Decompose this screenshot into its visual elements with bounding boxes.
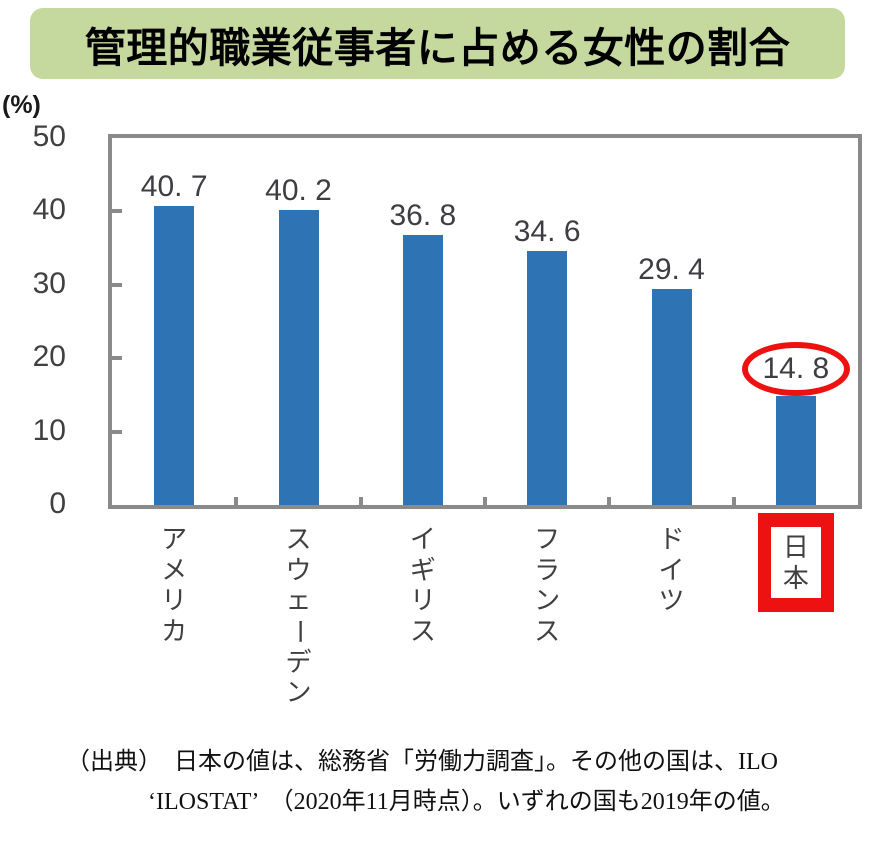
x-axis-label-イギリス: イギリス [410,524,436,647]
x-axis-tick [607,497,612,505]
x-axis-label-char: ア [161,524,188,554]
x-axis-label-char: ギ [409,554,436,585]
x-axis-label-char: カ [161,616,188,647]
bar-日本 [775,396,816,505]
bar-ドイツ [651,289,692,505]
x-axis-tick [731,497,736,505]
bar-value-label: 36. 8 [389,198,457,232]
y-axis-tick-label: 30 [32,266,66,300]
highlight-circle [741,342,850,397]
bar-イギリス [402,234,443,505]
x-axis-label-char: デ [285,646,312,677]
y-axis-tick-label: 40 [32,193,66,227]
bar-value-label: 40. 7 [140,170,208,204]
x-axis-label-char: ー [283,618,314,645]
x-axis-label-char: リ [409,585,436,616]
source-note: （出典） 日本の値は、総務省「労働力調査」。その他の国は、ILO ‘ILOSTA… [66,742,785,822]
highlight-box-日本: 日本 [757,513,834,613]
x-axis-label-フランス: フランス [534,524,560,647]
y-axis-tick-label: 20 [32,340,66,374]
x-axis-label-char: ス [285,524,312,554]
y-axis-tick-label: 0 [49,487,66,520]
x-axis-label-char: ド [658,524,685,554]
x-axis-label-char: ツ [658,585,685,616]
x-axis-label-char: リ [161,585,188,616]
x-axis-label-char: イ [658,554,685,585]
x-axis-label-日本: 日本 [770,527,821,599]
x-axis-label-ドイツ: ドイツ [658,524,684,616]
bar-スウェーデン [278,209,319,505]
bar-value-label: 40. 2 [265,173,332,207]
y-axis-tick [112,429,122,434]
x-axis-tick [483,497,487,505]
y-axis-tick-label: 10 [32,413,66,447]
x-axis-label-スウェーデン: スウェーデン [283,524,314,708]
y-axis-tick [112,282,122,287]
x-axis-label-char: 本 [782,562,809,593]
page-title: 管理的職業従事者に占める女性の割合 [84,24,791,71]
x-axis-label-char: ラ [534,554,561,585]
x-axis-label-アメリカ: アメリカ [161,524,187,647]
x-axis-label-char: ス [534,616,561,647]
source-note-line-1: （出典） 日本の値は、総務省「労働力調査」。その他の国は、ILO [66,749,778,775]
chart-plot-area: 40. 7 40. 2 36. 8 34. 6 29. 4 14. 8 [108,134,862,509]
x-axis-tick [234,497,239,505]
x-axis-label-char: ン [534,585,561,616]
y-axis-tick [112,209,122,214]
bar-フランス [527,251,568,505]
y-axis-tick [112,356,122,361]
x-axis-label-char: ウ [285,554,312,585]
x-axis-tick [358,497,363,505]
x-axis-label-char: 日 [782,532,809,562]
bar-value-label: 34. 6 [513,215,581,249]
source-note-line-2: ‘ILOSTAT’ （2020年11月時点）。いずれの国も2019年の値。 [148,789,785,815]
x-axis-label-char: イ [409,524,436,554]
title-banner: 管理的職業従事者に占める女性の割合 [30,8,845,79]
x-axis-label-char: ェ [285,585,312,616]
x-axis-label-char: ン [285,677,312,708]
x-axis-label-char: フ [534,524,561,554]
x-axis-label-char: ス [409,616,436,647]
x-axis-label-char: メ [161,554,188,585]
y-axis-tick-label: 50 [32,120,66,153]
y-axis-unit-label: (%) [2,91,41,119]
bar-value-label: 29. 4 [638,253,705,287]
bar-アメリカ [154,206,195,505]
